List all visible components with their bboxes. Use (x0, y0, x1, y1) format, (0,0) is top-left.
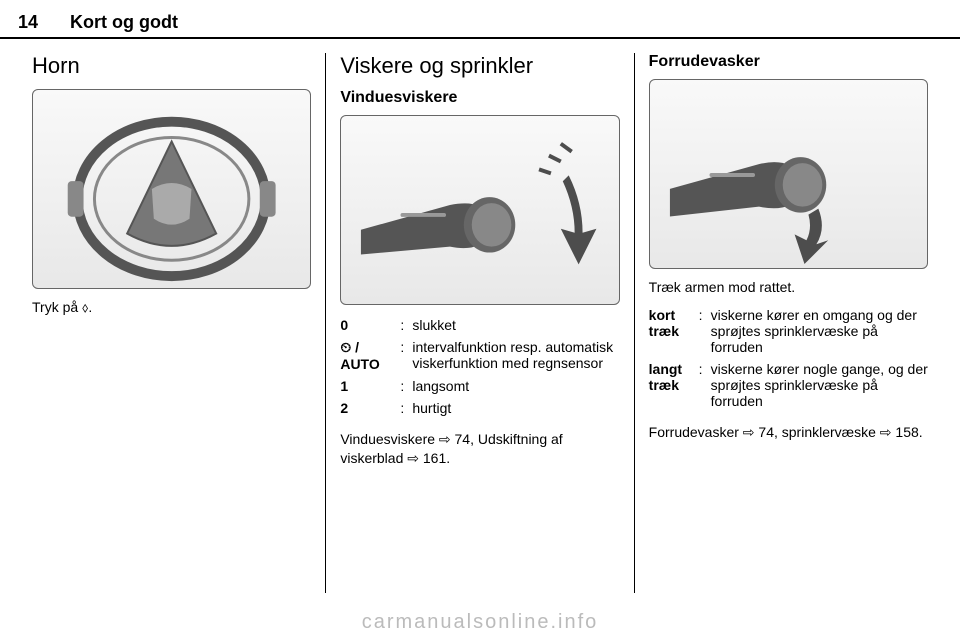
def-key-2: 2 (340, 400, 400, 416)
def-row-2: 2 : hurtigt (340, 400, 619, 416)
illustration-washer-pull (649, 79, 928, 269)
col3-caption: Træk armen mod rattet. (649, 279, 928, 295)
col2-definitions: 0 : slukket ⏲ / AUTO : intervalfunktion … (340, 317, 619, 416)
col1-caption-prefix: Tryk på (32, 299, 82, 315)
col1-caption: Tryk på ⬨. (32, 299, 311, 316)
col2-heading: Viskere og sprinkler (340, 53, 619, 79)
col2-subheading: Vinduesviskere (340, 89, 619, 107)
def-key-1: 1 (340, 378, 400, 394)
def-val-1: langsomt (412, 378, 619, 394)
col3-definitions: kort træk : viskerne kører en omgang og … (649, 307, 928, 409)
def-key-short: kort træk (649, 307, 699, 355)
def-key-long: langt træk (649, 361, 699, 409)
def-key-auto: ⏲ / AUTO (340, 339, 400, 372)
def-val-auto: intervalfunktion resp. automatisk visker… (412, 339, 619, 372)
def-colon: : (699, 307, 711, 355)
def-row-auto: ⏲ / AUTO : intervalfunktion resp. automa… (340, 339, 619, 372)
chapter-title: Kort og godt (70, 12, 178, 33)
def-val-long: viskerne kører nogle gange, og der sprøj… (711, 361, 928, 409)
column-3: Forrudevasker Træk armen mod rattet. kor… (635, 53, 942, 593)
def-key-auto-line1: ⏲ / (340, 339, 359, 355)
col1-heading: Horn (32, 53, 311, 79)
content-columns: Horn Tryk på ⬨. Viskere og sprinkler Vin… (0, 53, 960, 593)
col1-caption-suffix: . (88, 299, 92, 315)
def-colon: : (400, 317, 412, 333)
col3-subheading: Forrudevasker (649, 53, 928, 71)
def-colon: : (400, 400, 412, 416)
col3-note: Forrudevasker ⇨ 74, sprinklervæske ⇨ 158… (649, 423, 928, 442)
def-val-2: hurtigt (412, 400, 619, 416)
def-row-0: 0 : slukket (340, 317, 619, 333)
def-colon: : (699, 361, 711, 409)
col2-note: Vinduesviskere ⇨ 74, Udskiftning af visk… (340, 430, 619, 468)
def-val-0: slukket (412, 317, 619, 333)
footer-watermark: carmanualsonline.info (0, 611, 960, 634)
def-key-0: 0 (340, 317, 400, 333)
column-1: Horn Tryk på ⬨. (18, 53, 325, 593)
illustration-wiper-stalk-down (340, 115, 619, 305)
def-val-short: viskerne kører en omgang og der sprøjtes… (711, 307, 928, 355)
def-row-short: kort træk : viskerne kører en omgang og … (649, 307, 928, 355)
def-key-auto-line2: AUTO (340, 356, 379, 372)
def-colon: : (400, 339, 412, 372)
illustration-horn (32, 89, 311, 289)
def-row-long: langt træk : viskerne kører nogle gange,… (649, 361, 928, 409)
def-colon: : (400, 378, 412, 394)
column-2: Viskere og sprinkler Vinduesviskere 0 : … (326, 53, 633, 593)
def-row-1: 1 : langsomt (340, 378, 619, 394)
page-number: 14 (18, 12, 38, 33)
header-rule (0, 37, 960, 39)
